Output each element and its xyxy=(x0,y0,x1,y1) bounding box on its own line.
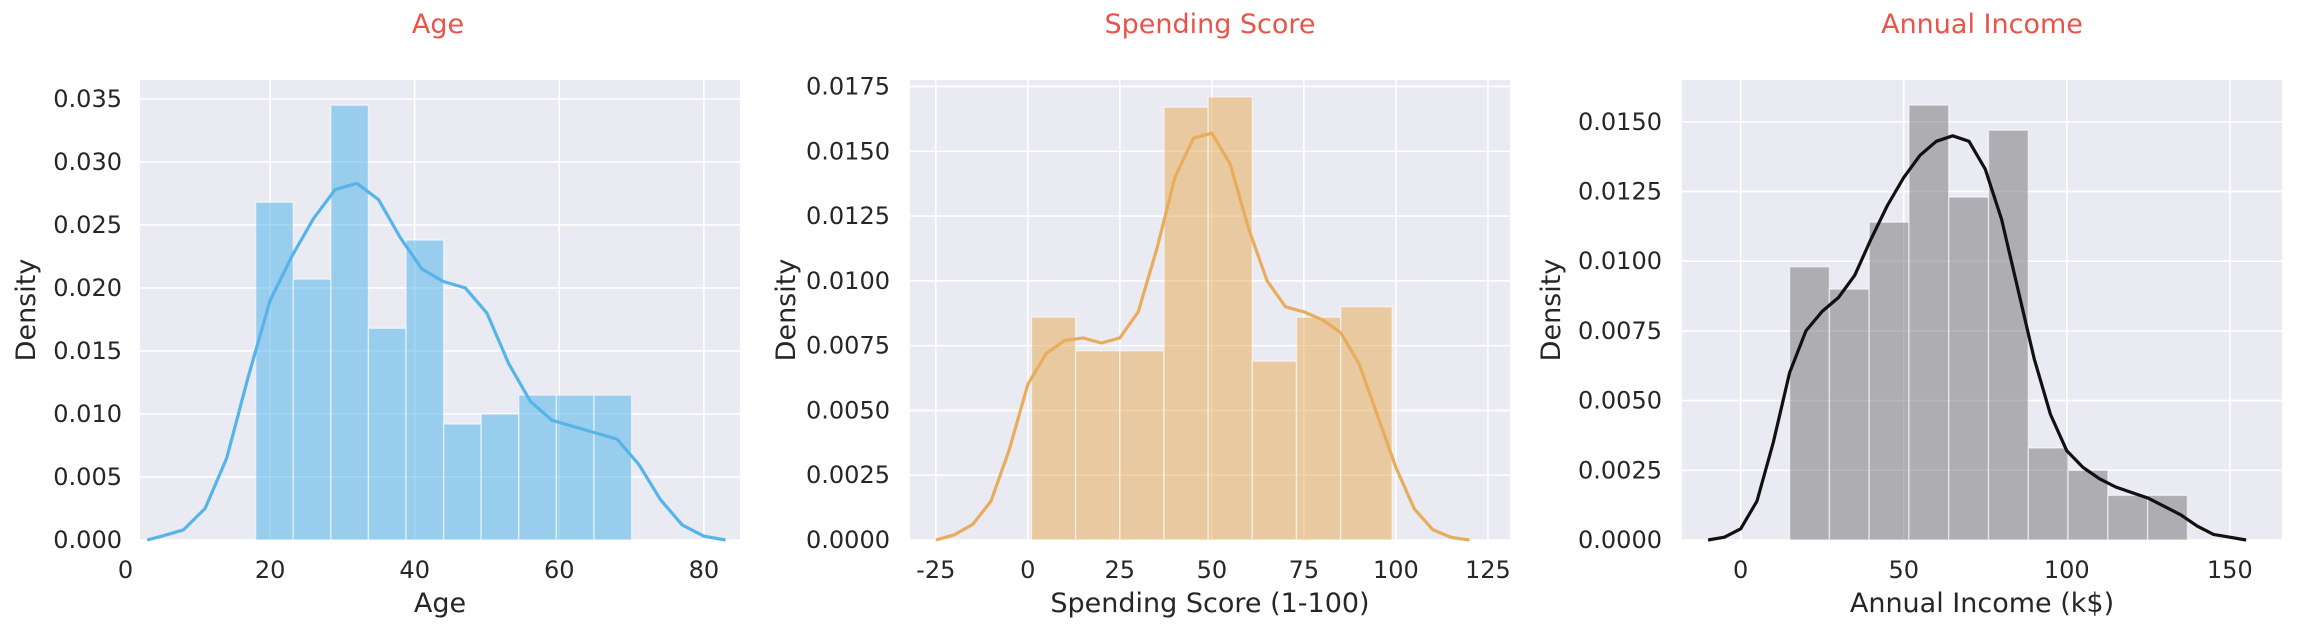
y-tick-label: 0.035 xyxy=(53,85,122,113)
x-tick-label: 150 xyxy=(2207,556,2253,584)
x-tick-label: 75 xyxy=(1289,556,1320,584)
x-tick-label: 25 xyxy=(1105,556,1136,584)
x-tick-label: 50 xyxy=(1197,556,1228,584)
x-tick-label: 20 xyxy=(255,556,286,584)
y-axis-label: Density xyxy=(771,259,802,362)
x-tick-label: 80 xyxy=(689,556,720,584)
histogram-bar xyxy=(593,394,633,541)
histogram-bar xyxy=(1948,196,1990,541)
y-tick-label: 0.0050 xyxy=(806,396,890,424)
x-tick-label: 0 xyxy=(1733,556,1748,584)
y-tick-label: 0.0025 xyxy=(1578,456,1662,484)
y-tick-label: 0.0125 xyxy=(806,202,890,230)
histogram-bar xyxy=(1908,104,1950,541)
y-tick-label: 0.0125 xyxy=(1578,178,1662,206)
kde-line xyxy=(1707,134,2247,542)
y-tick-label: 0.025 xyxy=(53,211,122,239)
x-tick-label: 0 xyxy=(118,556,133,584)
y-tick-label: 0.000 xyxy=(53,526,122,554)
histogram-bar xyxy=(2027,447,2069,541)
y-tick-label: 0.020 xyxy=(53,274,122,302)
y-tick-label: 0.0075 xyxy=(806,332,890,360)
histogram-bar xyxy=(1788,266,1831,541)
histogram-bar xyxy=(1207,96,1254,541)
histogram-bar xyxy=(2107,494,2149,541)
x-tick-label: 50 xyxy=(1888,556,1919,584)
histogram-bar xyxy=(1987,129,2030,541)
y-tick-label: 0.0050 xyxy=(1578,387,1662,415)
y-tick-label: 0.0100 xyxy=(1578,247,1662,275)
histogram-bar xyxy=(1828,288,1870,541)
y-tick-label: 0.0000 xyxy=(1578,526,1662,554)
y-tick-label: 0.0075 xyxy=(1578,317,1662,345)
histogram-bar xyxy=(330,104,370,541)
x-tick-label: -25 xyxy=(916,556,955,584)
y-tick-label: 0.0100 xyxy=(806,267,890,295)
x-tick-label: 0 xyxy=(1020,556,1035,584)
histogram-bar xyxy=(367,327,407,541)
histogram-bar xyxy=(254,201,294,541)
y-tick-label: 0.010 xyxy=(53,400,122,428)
x-axis-label: Spending Score (1-100) xyxy=(1050,588,1369,619)
y-tick-label: 0.0025 xyxy=(806,461,890,489)
chart-title: Annual Income xyxy=(1881,9,2083,40)
y-tick-label: 0.005 xyxy=(53,463,122,491)
x-axis-label: Annual Income (k$) xyxy=(1850,588,2114,619)
chart-title: Age xyxy=(412,9,464,40)
histogram-bar xyxy=(2067,469,2109,541)
histogram-bar xyxy=(1119,350,1165,541)
subplot-2: -25 0 25 50 75 100 125 0.0000 0.0025 0.0050 0.0075… xyxy=(771,9,1511,619)
histogram-bar xyxy=(1295,316,1342,541)
y-tick-label: 0.015 xyxy=(53,337,122,365)
histogram-bar xyxy=(1868,221,1910,541)
histogram-bar xyxy=(1074,350,1121,541)
x-axis-label: Age xyxy=(414,588,466,619)
kde-line xyxy=(935,131,1470,542)
y-tick-label: 0.0175 xyxy=(806,72,890,100)
x-tick-label: 40 xyxy=(399,556,430,584)
histogram-bar xyxy=(405,239,445,541)
chart-title: Spending Score xyxy=(1104,9,1315,40)
x-tick-label: 100 xyxy=(2044,556,2090,584)
x-tick-label: 125 xyxy=(1465,556,1511,584)
histogram-bar xyxy=(1339,306,1393,541)
y-axis-label: Density xyxy=(1536,259,1567,362)
histogram-bar xyxy=(1251,360,1298,541)
histogram-bar xyxy=(1030,316,1077,541)
histogram-bar xyxy=(1163,106,1209,541)
kde-line xyxy=(146,181,726,542)
x-tick-label: 60 xyxy=(544,556,575,584)
histogram-bar xyxy=(555,394,595,541)
subplot-3: 0 50 100 150 0.0000 0.0025 0.0050 0.0075 0.0100 0… xyxy=(1536,9,2282,619)
subplot-1: 0 20 40 60 80 0.000 0.005 0.010 0.015 0.020 0.025 0… xyxy=(11,9,740,619)
histogram-bar xyxy=(480,413,520,541)
y-tick-label: 0.030 xyxy=(53,148,122,176)
histogram-bar xyxy=(518,394,558,541)
y-tick-label: 0.0150 xyxy=(806,137,890,165)
y-axis-label: Density xyxy=(11,259,42,362)
histogram-bar xyxy=(442,423,482,541)
y-tick-label: 0.0150 xyxy=(1578,108,1662,136)
y-tick-label: 0.0000 xyxy=(806,526,890,554)
histogram-bar xyxy=(292,278,332,541)
x-tick-label: 100 xyxy=(1373,556,1419,584)
